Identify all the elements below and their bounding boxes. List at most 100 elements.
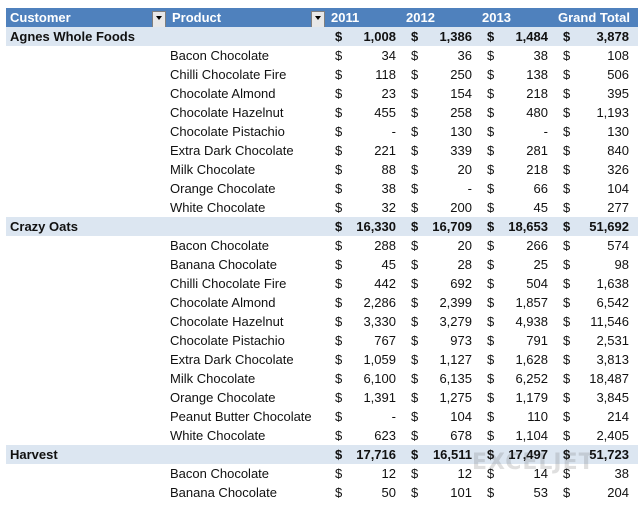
value-cell[interactable]: 973 bbox=[450, 333, 472, 348]
value-cell[interactable]: 118 bbox=[375, 67, 396, 82]
value-cell[interactable]: - bbox=[543, 124, 548, 139]
subtotal-cell[interactable]: 51,723 bbox=[589, 447, 629, 462]
value-cell[interactable]: 218 bbox=[526, 162, 548, 177]
value-cell[interactable]: 50 bbox=[381, 485, 396, 500]
product-name[interactable]: White Chocolate bbox=[170, 200, 266, 215]
product-row[interactable]: Banana Chocolate $45 $28 $25 $98 bbox=[6, 255, 638, 274]
value-cell[interactable]: 214 bbox=[607, 409, 629, 424]
product-name[interactable]: Banana Chocolate bbox=[170, 257, 277, 272]
value-cell[interactable]: 2,399 bbox=[439, 295, 472, 310]
customer-name[interactable]: Harvest bbox=[10, 447, 58, 462]
product-row[interactable]: White Chocolate $623 $678 $1,104 $2,405 bbox=[6, 426, 638, 445]
value-cell[interactable]: 38 bbox=[381, 181, 396, 196]
value-cell[interactable]: 200 bbox=[450, 200, 472, 215]
value-cell[interactable]: 3,845 bbox=[596, 390, 629, 405]
product-name[interactable]: Chocolate Almond bbox=[170, 86, 276, 101]
value-cell[interactable]: 1,857 bbox=[515, 295, 548, 310]
value-cell[interactable]: 88 bbox=[381, 162, 396, 177]
subtotal-cell[interactable]: 1,484 bbox=[515, 29, 548, 44]
product-name[interactable]: Peanut Butter Chocolate bbox=[170, 409, 312, 424]
product-name[interactable]: Chocolate Hazelnut bbox=[170, 314, 284, 329]
value-cell[interactable]: 678 bbox=[450, 428, 472, 443]
value-cell[interactable]: 130 bbox=[450, 124, 472, 139]
product-row[interactable]: Chilli Chocolate Fire $118 $250 $138 $506 bbox=[6, 65, 638, 84]
subtotal-cell[interactable]: 16,511 bbox=[432, 447, 472, 462]
customer-subtotal-row[interactable]: Crazy Oats $16,330 $16,709 $18,653 $51,692 bbox=[6, 217, 638, 236]
value-cell[interactable]: 130 bbox=[607, 124, 629, 139]
product-row[interactable]: Bacon Chocolate $34 $36 $38 $108 bbox=[6, 46, 638, 65]
value-cell[interactable]: 1,104 bbox=[515, 428, 548, 443]
value-cell[interactable]: 6,252 bbox=[515, 371, 548, 386]
value-cell[interactable]: 6,542 bbox=[596, 295, 629, 310]
subtotal-cell[interactable]: 16,330 bbox=[356, 219, 396, 234]
value-cell[interactable]: 791 bbox=[526, 333, 548, 348]
value-cell[interactable]: 218 bbox=[526, 86, 548, 101]
value-cell[interactable]: 104 bbox=[450, 409, 472, 424]
value-cell[interactable]: 45 bbox=[533, 200, 548, 215]
subtotal-cell[interactable]: 17,716 bbox=[356, 447, 396, 462]
product-name[interactable]: Chilli Chocolate Fire bbox=[170, 276, 287, 291]
value-cell[interactable]: 442 bbox=[374, 276, 396, 291]
product-row[interactable]: Milk Chocolate $6,100 $6,135 $6,252 $18,487 bbox=[6, 369, 638, 388]
value-cell[interactable]: 1,391 bbox=[363, 390, 396, 405]
product-name[interactable]: Bacon Chocolate bbox=[170, 238, 270, 253]
value-cell[interactable]: 20 bbox=[457, 238, 472, 253]
value-cell[interactable]: 154 bbox=[450, 86, 472, 101]
product-row[interactable]: Chocolate Almond $2,286 $2,399 $1,857 $6,542 bbox=[6, 293, 638, 312]
subtotal-cell[interactable]: 1,386 bbox=[439, 29, 472, 44]
value-cell[interactable]: 20 bbox=[457, 162, 472, 177]
product-row[interactable]: Bacon Chocolate $288 $20 $266 $574 bbox=[6, 236, 638, 255]
product-name[interactable]: White Chocolate bbox=[170, 428, 266, 443]
customer-name[interactable]: Crazy Oats bbox=[10, 219, 78, 234]
value-cell[interactable]: 101 bbox=[450, 485, 472, 500]
value-cell[interactable]: 18,487 bbox=[589, 371, 629, 386]
value-cell[interactable]: 138 bbox=[526, 67, 548, 82]
product-row[interactable]: Chocolate Hazelnut $3,330 $3,279 $4,938 $11,… bbox=[6, 312, 638, 331]
value-cell[interactable]: 623 bbox=[374, 428, 396, 443]
product-name[interactable]: Chocolate Hazelnut bbox=[170, 105, 284, 120]
product-name[interactable]: Bacon Chocolate bbox=[170, 48, 270, 63]
value-cell[interactable]: 326 bbox=[607, 162, 629, 177]
product-name[interactable]: Chocolate Pistachio bbox=[170, 124, 285, 139]
product-row[interactable]: Peanut Butter Chocolate $ - $104 $110 $214 bbox=[6, 407, 638, 426]
value-cell[interactable]: 104 bbox=[607, 181, 629, 196]
value-cell[interactable]: 2,286 bbox=[363, 295, 396, 310]
value-cell[interactable]: 3,279 bbox=[439, 314, 472, 329]
value-cell[interactable]: 1,059 bbox=[363, 352, 396, 367]
value-cell[interactable]: 12 bbox=[457, 466, 472, 481]
value-cell[interactable]: 28 bbox=[457, 257, 472, 272]
value-cell[interactable]: 250 bbox=[450, 67, 472, 82]
product-name[interactable]: Bacon Chocolate bbox=[170, 466, 270, 481]
value-cell[interactable]: 110 bbox=[527, 409, 548, 424]
value-cell[interactable]: 395 bbox=[607, 86, 629, 101]
value-cell[interactable]: 840 bbox=[607, 143, 629, 158]
product-row[interactable]: Extra Dark Chocolate $221 $339 $281 $840 bbox=[6, 141, 638, 160]
value-cell[interactable]: 266 bbox=[526, 238, 548, 253]
value-cell[interactable]: 1,179 bbox=[515, 390, 548, 405]
grand-total-header[interactable]: Grand Total bbox=[558, 10, 630, 25]
value-cell[interactable]: 1,628 bbox=[515, 352, 548, 367]
value-cell[interactable]: 1,127 bbox=[439, 352, 472, 367]
product-row[interactable]: Milk Chocolate $88 $20 $218 $326 bbox=[6, 160, 638, 179]
product-row[interactable]: Chocolate Hazelnut $455 $258 $480 $1,193 bbox=[6, 103, 638, 122]
value-cell[interactable]: 14 bbox=[533, 466, 548, 481]
value-cell[interactable]: 6,100 bbox=[363, 371, 396, 386]
value-cell[interactable]: 25 bbox=[533, 257, 548, 272]
customer-column-header[interactable]: Customer bbox=[10, 10, 71, 25]
product-name[interactable]: Milk Chocolate bbox=[170, 162, 256, 177]
value-cell[interactable]: 506 bbox=[607, 67, 629, 82]
product-name[interactable]: Orange Chocolate bbox=[170, 390, 276, 405]
value-cell[interactable]: 288 bbox=[374, 238, 396, 253]
value-cell[interactable]: 1,193 bbox=[596, 105, 629, 120]
subtotal-cell[interactable]: 1,008 bbox=[363, 29, 396, 44]
product-row[interactable]: Chocolate Pistachio $767 $973 $791 $2,531 bbox=[6, 331, 638, 350]
product-row[interactable]: White Chocolate $32 $200 $45 $277 bbox=[6, 198, 638, 217]
value-cell[interactable]: 12 bbox=[381, 466, 396, 481]
year-2012-header[interactable]: 2012 bbox=[406, 10, 435, 25]
product-row[interactable]: Bacon Chocolate $12 $12 $14 $38 bbox=[6, 464, 638, 483]
value-cell[interactable]: 3,330 bbox=[363, 314, 396, 329]
value-cell[interactable]: 98 bbox=[614, 257, 629, 272]
value-cell[interactable]: 36 bbox=[457, 48, 472, 63]
product-name[interactable]: Extra Dark Chocolate bbox=[170, 352, 294, 367]
product-row[interactable]: Chilli Chocolate Fire $442 $692 $504 $1,638 bbox=[6, 274, 638, 293]
